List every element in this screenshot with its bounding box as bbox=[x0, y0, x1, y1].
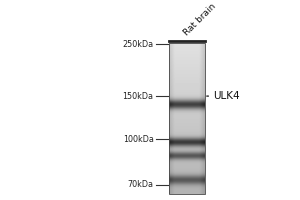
Text: ULK4: ULK4 bbox=[213, 91, 239, 101]
Text: 150kDa: 150kDa bbox=[123, 92, 154, 101]
Text: 100kDa: 100kDa bbox=[123, 135, 154, 144]
Text: 70kDa: 70kDa bbox=[128, 180, 154, 189]
Text: 250kDa: 250kDa bbox=[122, 40, 154, 49]
Text: Rat brain: Rat brain bbox=[182, 2, 218, 38]
Bar bbox=[169, 43, 205, 194]
